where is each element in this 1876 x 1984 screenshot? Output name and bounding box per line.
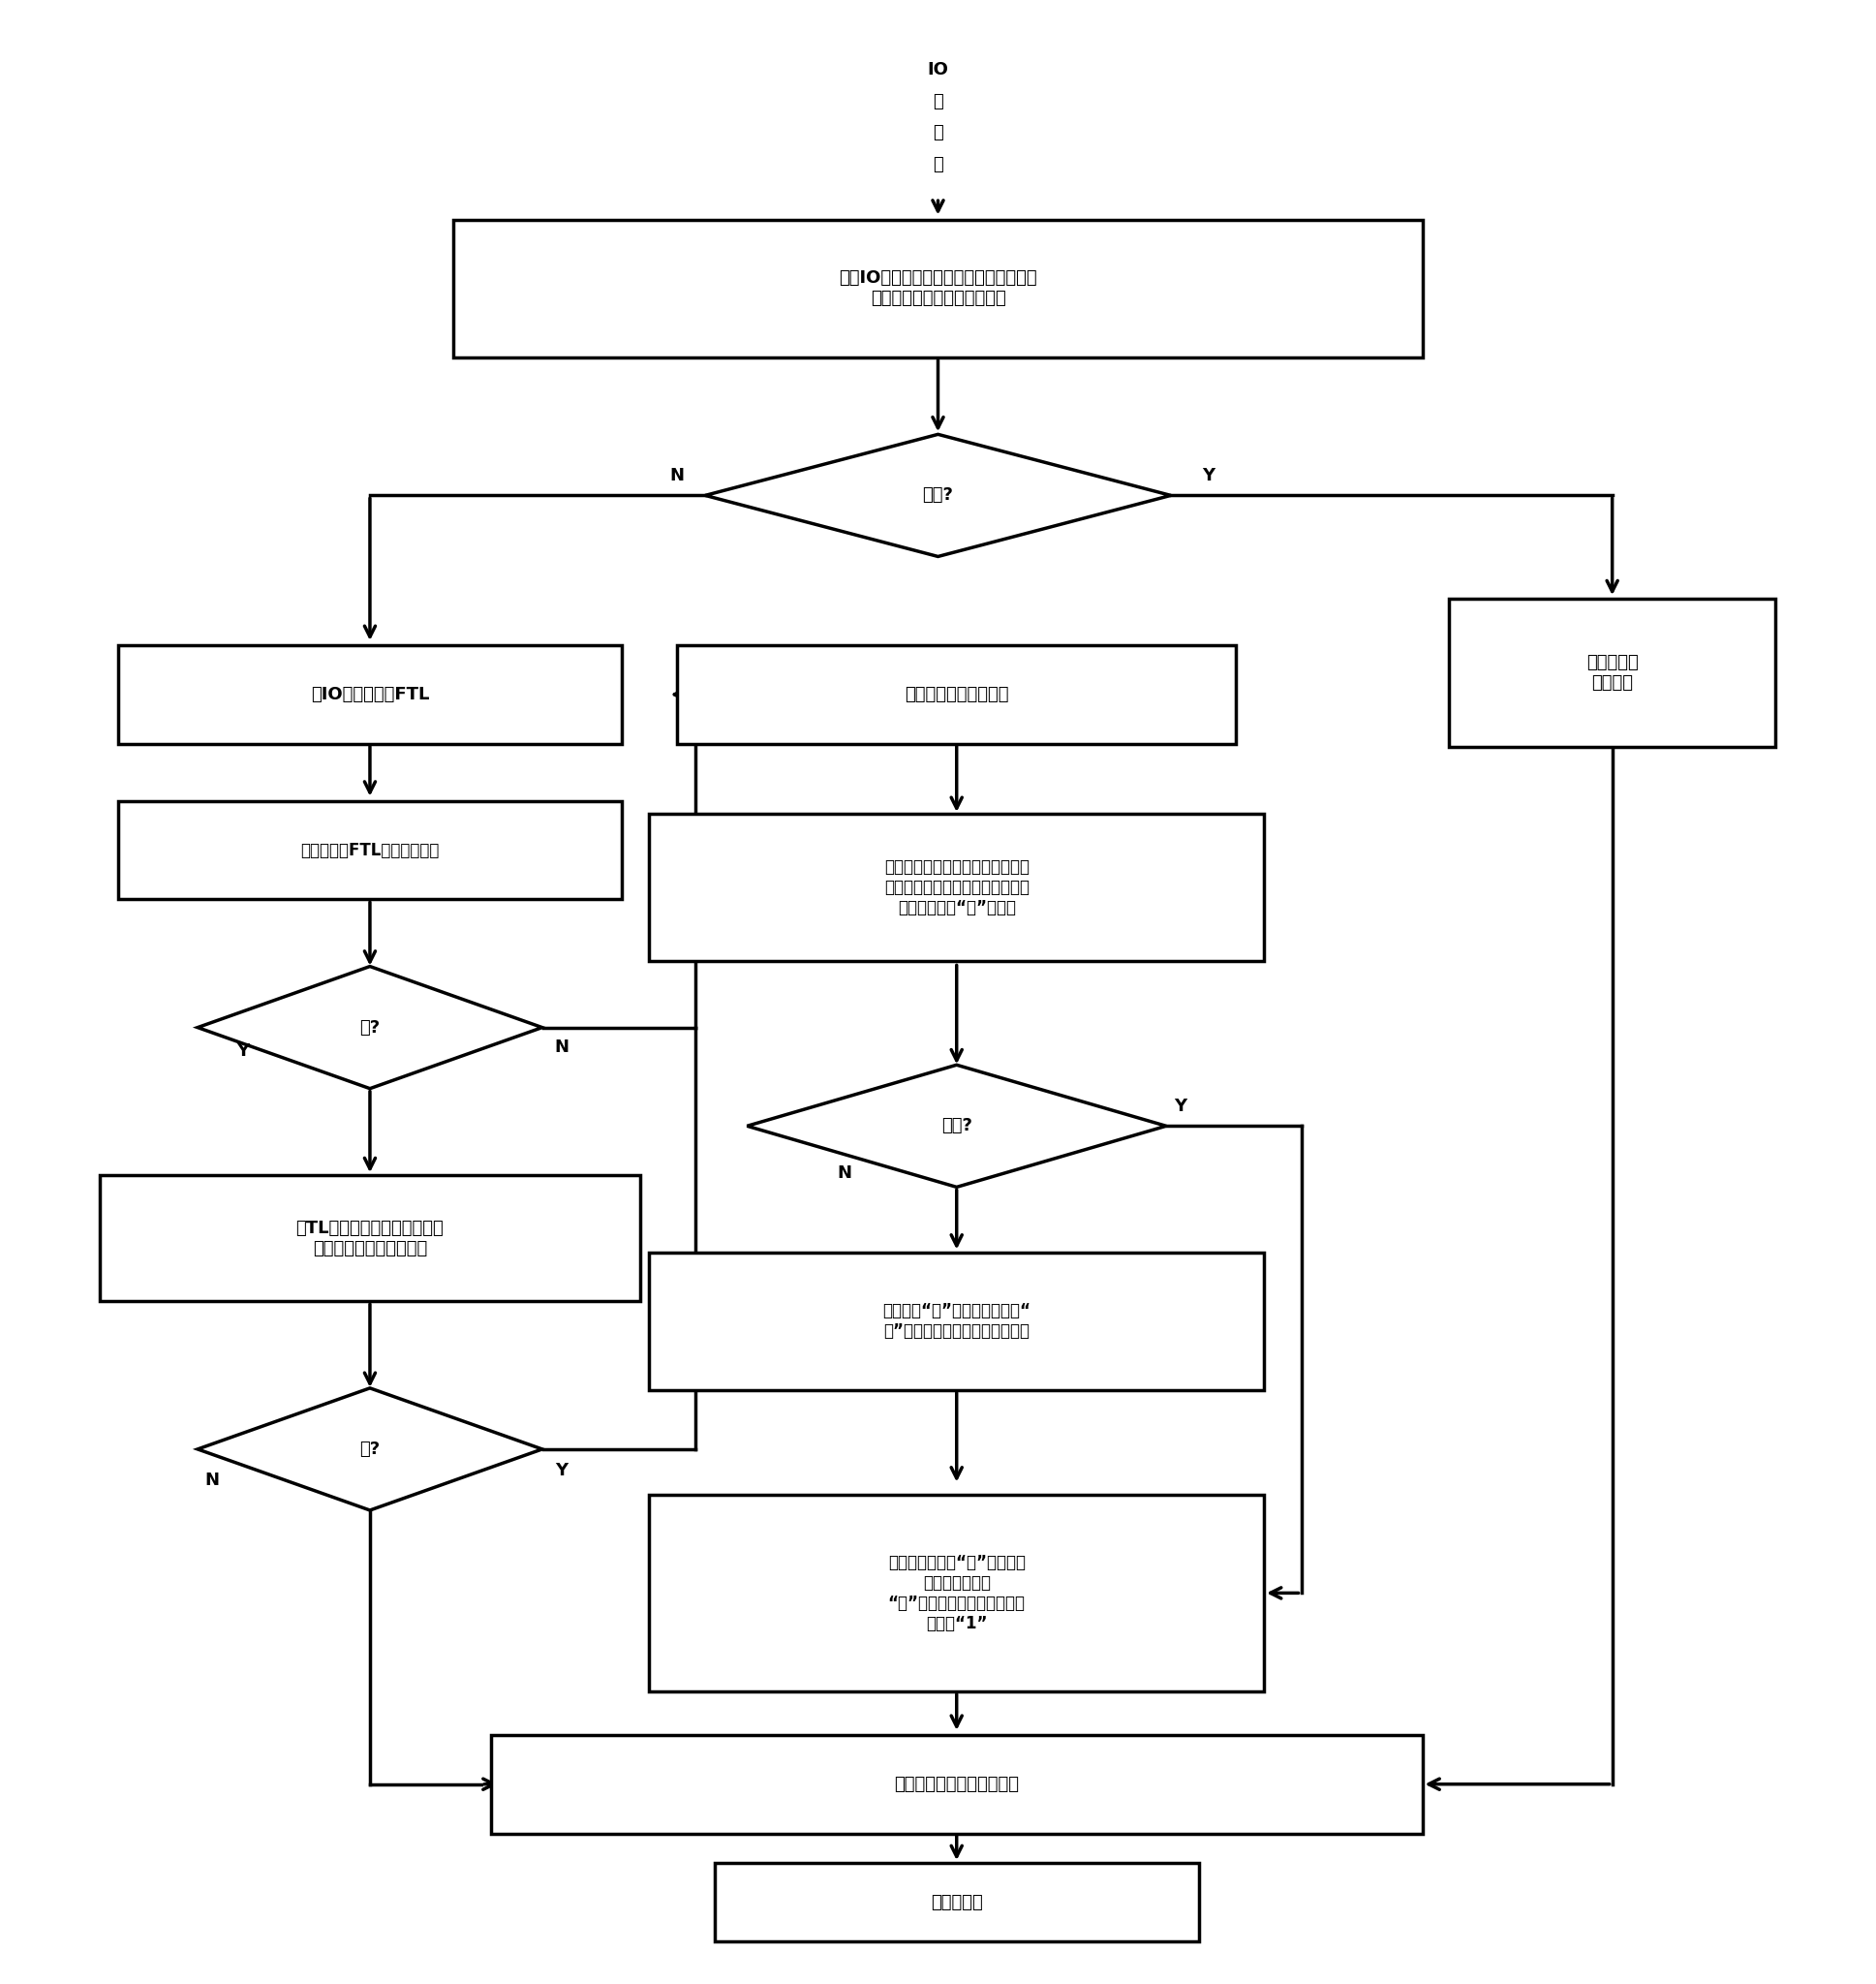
FancyBboxPatch shape <box>649 813 1264 962</box>
Text: 创建一个“脏”页链表，并将该“
脏”页链表置于物理块链表的表头: 创建一个“脏”页链表，并将该“ 脏”页链表置于物理块链表的表头 <box>882 1302 1030 1339</box>
Text: N: N <box>204 1472 219 1490</box>
Text: Y: Y <box>1174 1097 1186 1115</box>
Text: 有?: 有? <box>360 1440 381 1458</box>
Polygon shape <box>197 966 542 1089</box>
Text: 根据该页对应的物理块号查找物理
块链表，并判断物理块链表是否包
含该物理块的“脏”页链表: 根据该页对应的物理块号查找物理 块链表，并判断物理块链表是否包 含该物理块的“脏… <box>884 859 1030 917</box>
FancyBboxPatch shape <box>118 802 621 899</box>
Text: 读过程结束: 读过程结束 <box>930 1893 983 1911</box>
FancyBboxPatch shape <box>454 220 1422 357</box>
Text: 从缓存中读
出页数据: 从缓存中读 出页数据 <box>1587 655 1638 692</box>
FancyBboxPatch shape <box>677 645 1236 744</box>
Text: Y: Y <box>555 1462 568 1480</box>
Text: 有?: 有? <box>360 1018 381 1036</box>
Text: 根据IO读请求的逻辑页号，判断该逻辑页
号是否与页缓存中的某项命中: 根据IO读请求的逻辑页号，判断该逻辑页 号是否与页缓存中的某项命中 <box>839 270 1037 308</box>
FancyBboxPatch shape <box>1450 599 1775 746</box>
Text: N: N <box>670 466 685 484</box>
Text: 请: 请 <box>932 125 944 141</box>
Polygon shape <box>747 1065 1167 1186</box>
FancyBboxPatch shape <box>99 1175 640 1302</box>
Text: 命中?: 命中? <box>923 486 953 504</box>
FancyBboxPatch shape <box>492 1734 1422 1833</box>
FancyBboxPatch shape <box>649 1252 1264 1391</box>
FancyBboxPatch shape <box>715 1863 1199 1942</box>
Text: 获取该物理块的“脏”页链表，
并将该页添加进
“脏”页链表的表头，并将表头
标记为“1”: 获取该物理块的“脏”页链表， 并将该页添加进 “脏”页链表的表头，并将表头 标记… <box>887 1553 1026 1633</box>
Text: 求: 求 <box>932 155 944 173</box>
Text: 包含?: 包含? <box>942 1117 972 1135</box>
Polygon shape <box>197 1389 542 1510</box>
Text: 仯TL接收读取的页数据，并判
断页缓存是否有空闲空间: 仯TL接收读取的页数据，并判 断页缓存是否有空闲空间 <box>296 1220 445 1258</box>
FancyBboxPatch shape <box>118 645 621 744</box>
Text: Y: Y <box>1203 466 1214 484</box>
Text: N: N <box>555 1038 568 1055</box>
FancyBboxPatch shape <box>649 1494 1264 1692</box>
Text: 将页数据存入页缓存中: 将页数据存入页缓存中 <box>904 686 1009 702</box>
Text: IO: IO <box>927 62 949 79</box>
Text: Y: Y <box>236 1042 250 1059</box>
Text: 将获取的页数据返回给主机: 将获取的页数据返回给主机 <box>895 1776 1019 1794</box>
Text: 判断是否有FTL发送的页数据: 判断是否有FTL发送的页数据 <box>300 841 439 859</box>
Polygon shape <box>705 434 1171 556</box>
Text: 读: 读 <box>932 93 944 109</box>
Text: 将IO读请求转发FTL: 将IO读请求转发FTL <box>311 686 430 702</box>
Text: N: N <box>837 1165 852 1182</box>
